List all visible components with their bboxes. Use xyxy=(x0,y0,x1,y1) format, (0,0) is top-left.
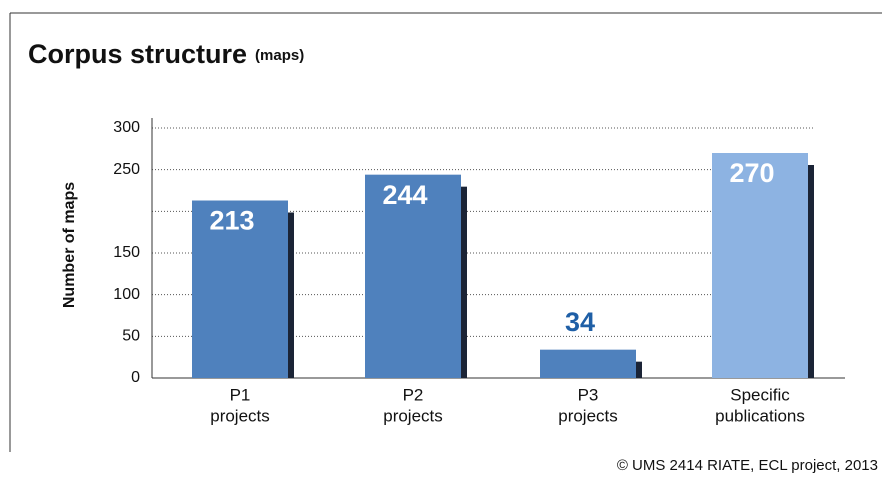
value-label: 213 xyxy=(209,206,254,236)
y-tick-label: 250 xyxy=(113,161,140,178)
value-label: 244 xyxy=(382,180,427,210)
credit: © UMS 2414 RIATE, ECL project, 2013 xyxy=(617,457,878,474)
x-tick-label: projects xyxy=(383,406,443,425)
x-tick-label: projects xyxy=(210,406,270,425)
value-label: 34 xyxy=(565,307,595,337)
bar xyxy=(365,174,461,378)
x-tick-label: P1 xyxy=(230,385,251,404)
x-tick-label: projects xyxy=(558,406,618,425)
bar xyxy=(540,349,636,378)
bar xyxy=(192,200,288,378)
y-tick-label: 300 xyxy=(113,119,140,136)
title-text: Corpus structure xyxy=(28,39,247,69)
bar-shadow xyxy=(459,186,467,378)
bar-shadow xyxy=(806,165,814,378)
subtitle: (maps) xyxy=(255,47,304,64)
y-tick-label: 150 xyxy=(113,244,140,261)
value-label: 270 xyxy=(729,158,774,188)
x-tick-label: P3 xyxy=(578,385,599,404)
y-tick-label: 50 xyxy=(122,328,140,345)
chart-title: Corpus structure (maps) xyxy=(28,39,304,69)
x-tick-label: Specific xyxy=(730,385,790,404)
x-tick-label: P2 xyxy=(403,385,424,404)
bar xyxy=(712,153,808,378)
y-tick-label: 100 xyxy=(113,286,140,303)
y-axis-label: Number of maps xyxy=(61,182,78,308)
x-tick-label: publications xyxy=(715,406,805,425)
bar-shadow xyxy=(634,361,642,378)
bar-shadow xyxy=(286,212,294,378)
y-tick-label: 0 xyxy=(131,369,140,386)
